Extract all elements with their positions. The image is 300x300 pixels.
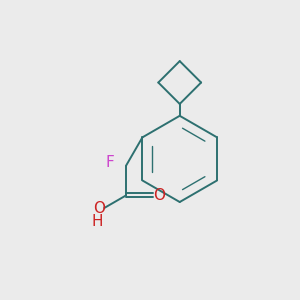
Text: H: H [92,214,103,229]
Text: F: F [105,154,114,169]
Text: O: O [153,188,165,203]
Text: O: O [93,200,105,215]
